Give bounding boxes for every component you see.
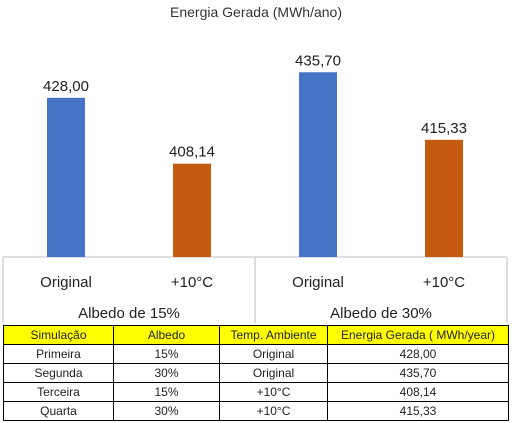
header-albedo: Albedo xyxy=(113,325,220,345)
table-cell: Segunda xyxy=(3,363,114,383)
table-cell: Terceira xyxy=(3,382,114,402)
x-tick-label: +10°C xyxy=(423,274,465,291)
table-cell: 30% xyxy=(113,363,220,383)
table-header-row: Simulação Albedo Temp. Ambiente Energia … xyxy=(3,325,509,345)
table-cell: 15% xyxy=(113,344,220,364)
table-cell: 408,14 xyxy=(327,382,509,402)
data-label: 415,33 xyxy=(421,120,467,137)
table-cell: Quarta xyxy=(3,401,114,421)
table-cell: 15% xyxy=(113,382,220,402)
bar xyxy=(47,97,85,257)
group-label: Albedo de 15% xyxy=(78,305,180,322)
data-label: 408,14 xyxy=(169,144,215,161)
table-row: Terceira 15% +10°C 408,14 xyxy=(3,382,509,402)
group-label: Albedo de 30% xyxy=(330,305,432,322)
bar xyxy=(425,139,463,257)
table-row: Segunda 30% Original 435,70 xyxy=(3,363,509,383)
table-cell: Original xyxy=(219,344,328,364)
table-cell: +10°C xyxy=(219,401,328,421)
header-simulacao: Simulação xyxy=(3,325,114,345)
table-row: Quarta 30% +10°C 415,33 xyxy=(3,401,509,421)
table-row: Primeira 15% Original 428,00 xyxy=(3,344,509,364)
table-cell: 435,70 xyxy=(327,363,509,383)
simulation-table: Simulação Albedo Temp. Ambiente Energia … xyxy=(3,325,509,421)
bar xyxy=(173,163,211,257)
header-temp-ambiente: Temp. Ambiente xyxy=(219,325,328,345)
table-cell: 30% xyxy=(113,401,220,421)
header-energia-gerada: Energia Gerada ( MWh/year) xyxy=(327,325,509,345)
x-tick-label: Original xyxy=(292,274,344,291)
table-cell: Primeira xyxy=(3,344,114,364)
data-label: 428,00 xyxy=(43,78,89,95)
bar xyxy=(299,72,337,258)
data-label: 435,70 xyxy=(295,52,341,69)
bar-chart: 428,00 Original 408,14 +10°C Albedo de 15% 43… xyxy=(2,52,508,323)
table-cell: Original xyxy=(219,363,328,383)
table-cell: 428,00 xyxy=(327,344,509,364)
chart-title: Energia Gerada (MWh/ano) xyxy=(170,4,342,20)
x-tick-label: +10°C xyxy=(171,274,213,291)
table-cell: 415,33 xyxy=(327,401,509,421)
x-tick-label: Original xyxy=(40,274,92,291)
table-cell: +10°C xyxy=(219,382,328,402)
